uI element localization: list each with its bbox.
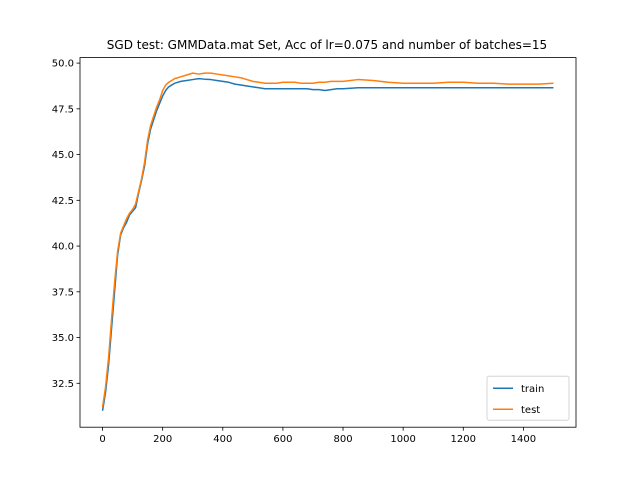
y-tick-label: 32.5 <box>52 379 74 390</box>
y-tick-label: 50.0 <box>52 59 74 70</box>
chart-title: SGD test: GMMData.mat Set, Acc of lr=0.0… <box>107 38 547 52</box>
x-axis: 0 200 400 600 800 1000 1200 1400 <box>99 427 536 445</box>
y-tick-label: 45.0 <box>52 150 74 161</box>
legend-label-test: test <box>521 405 540 416</box>
x-tick-label: 600 <box>273 434 292 445</box>
x-tick-label: 1200 <box>451 434 476 445</box>
legend: train test <box>486 375 570 421</box>
plot-area-frame <box>79 57 577 428</box>
y-tick-label: 47.5 <box>52 104 74 115</box>
x-tick-label: 400 <box>213 434 232 445</box>
x-tick-label: 200 <box>153 434 172 445</box>
y-axis: 32.5 35.0 37.5 40.0 42.5 45.0 47.5 50.0 <box>52 59 80 390</box>
y-tick-label: 42.5 <box>52 196 74 207</box>
series-line-train <box>101 77 554 411</box>
legend-label-train: train <box>521 384 544 395</box>
series-line-test <box>101 72 554 408</box>
x-tick-label: 0 <box>99 434 105 445</box>
x-tick-label: 1000 <box>390 434 415 445</box>
y-tick-label: 35.0 <box>52 333 74 344</box>
x-tick-label: 1400 <box>511 434 536 445</box>
x-tick-label: 800 <box>333 434 352 445</box>
series-layer <box>101 72 554 411</box>
y-tick-label: 37.5 <box>52 287 74 298</box>
y-tick-label: 40.0 <box>52 242 74 253</box>
